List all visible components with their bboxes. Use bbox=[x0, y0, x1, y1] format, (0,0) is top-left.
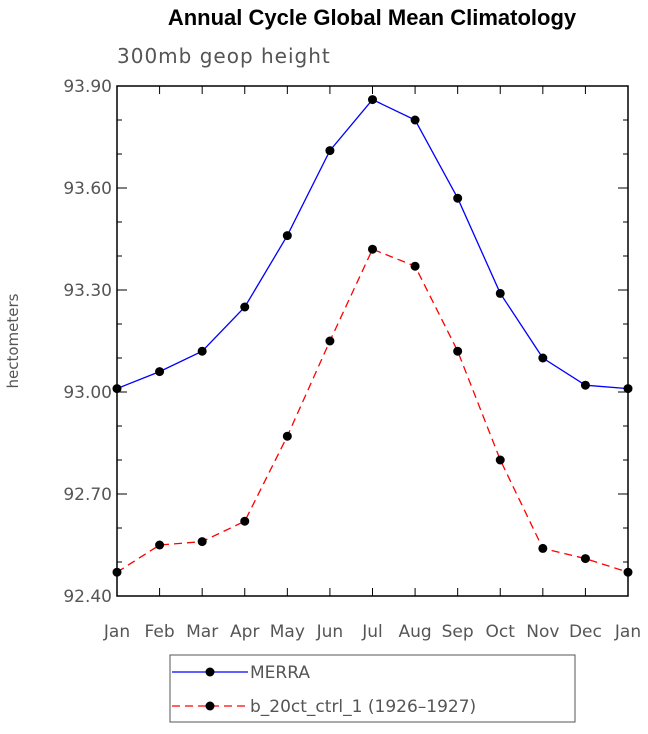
y-tick-label: 92.70 bbox=[63, 485, 112, 505]
x-tick-label: Sep bbox=[442, 622, 474, 642]
series-1-point bbox=[580, 380, 590, 390]
legend-marker-2 bbox=[205, 701, 215, 711]
series-1-point bbox=[282, 231, 292, 241]
x-tick-label: Aug bbox=[398, 622, 431, 642]
series-1-point bbox=[453, 193, 463, 203]
chart-title: Annual Cycle Global Mean Climatology bbox=[168, 5, 577, 30]
series-2-point bbox=[240, 516, 250, 526]
series-2-point bbox=[155, 540, 165, 550]
series-1-point bbox=[368, 95, 377, 105]
x-tick-label: Jun bbox=[316, 622, 344, 642]
series-2-point bbox=[368, 244, 377, 254]
y-tick-label: 93.30 bbox=[63, 281, 112, 301]
x-tick-labels: Jan Feb Mar Apr May Jun Jul Aug Sep Oct Nov Dec Jan bbox=[103, 622, 641, 642]
y-tick-label: 93.90 bbox=[63, 77, 112, 97]
series-2-point bbox=[282, 431, 292, 441]
series-line-2 bbox=[116, 248, 629, 573]
series-2-point bbox=[580, 554, 590, 564]
series-2-point bbox=[112, 567, 122, 577]
series-2-point bbox=[623, 567, 633, 577]
x-tick-label: May bbox=[270, 622, 305, 642]
series-1-point bbox=[410, 115, 420, 125]
legend-marker-1 bbox=[205, 667, 215, 677]
y-tick-label: 92.40 bbox=[63, 587, 112, 607]
legend-label-1: MERRA bbox=[250, 663, 310, 683]
legend-label-2: b_20ct_ctrl_1 (1926–1927) bbox=[250, 697, 476, 717]
x-tick-label: Jan bbox=[103, 622, 130, 642]
chart-subtitle: 300mb geop height bbox=[117, 44, 331, 68]
x-tick-label: Mar bbox=[186, 622, 218, 642]
axis-ticks bbox=[116, 85, 629, 597]
x-tick-label: Feb bbox=[145, 622, 175, 642]
series-1-point bbox=[112, 384, 122, 394]
x-tick-label: Apr bbox=[230, 622, 259, 642]
x-tick-label: Nov bbox=[526, 622, 559, 642]
series-1-point bbox=[538, 353, 548, 363]
y-tick-labels: 92.40 92.70 93.00 93.30 93.60 93.90 bbox=[63, 77, 112, 607]
series-1-point bbox=[325, 146, 335, 156]
x-tick-label: Jul bbox=[361, 622, 383, 642]
series-2-point bbox=[410, 261, 420, 271]
series-1-point bbox=[240, 302, 250, 312]
series-2-point bbox=[538, 543, 548, 553]
series-layer bbox=[112, 95, 633, 577]
plot-frame bbox=[116, 85, 629, 597]
legend-box bbox=[169, 654, 576, 723]
y-axis-label: hectometers bbox=[4, 293, 22, 388]
legend: MERRA b_20ct_ctrl_1 (1926–1927) bbox=[172, 663, 476, 717]
series-1-point bbox=[197, 346, 207, 356]
series-1-point bbox=[155, 367, 165, 377]
x-tick-label: Oct bbox=[486, 622, 516, 642]
series-2-point bbox=[453, 346, 463, 356]
y-tick-label: 93.00 bbox=[63, 383, 112, 403]
x-tick-label: Dec bbox=[569, 622, 602, 642]
series-line-1 bbox=[116, 98, 629, 390]
series-1-point bbox=[495, 288, 505, 298]
series-2-point bbox=[197, 537, 207, 547]
series-2-point bbox=[495, 455, 505, 465]
series-1-point bbox=[623, 384, 633, 394]
series-2-point bbox=[325, 336, 335, 346]
x-tick-label: Jan bbox=[614, 622, 641, 642]
y-tick-label: 93.60 bbox=[63, 179, 112, 199]
